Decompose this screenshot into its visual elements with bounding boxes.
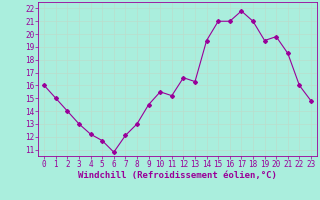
X-axis label: Windchill (Refroidissement éolien,°C): Windchill (Refroidissement éolien,°C) (78, 171, 277, 180)
